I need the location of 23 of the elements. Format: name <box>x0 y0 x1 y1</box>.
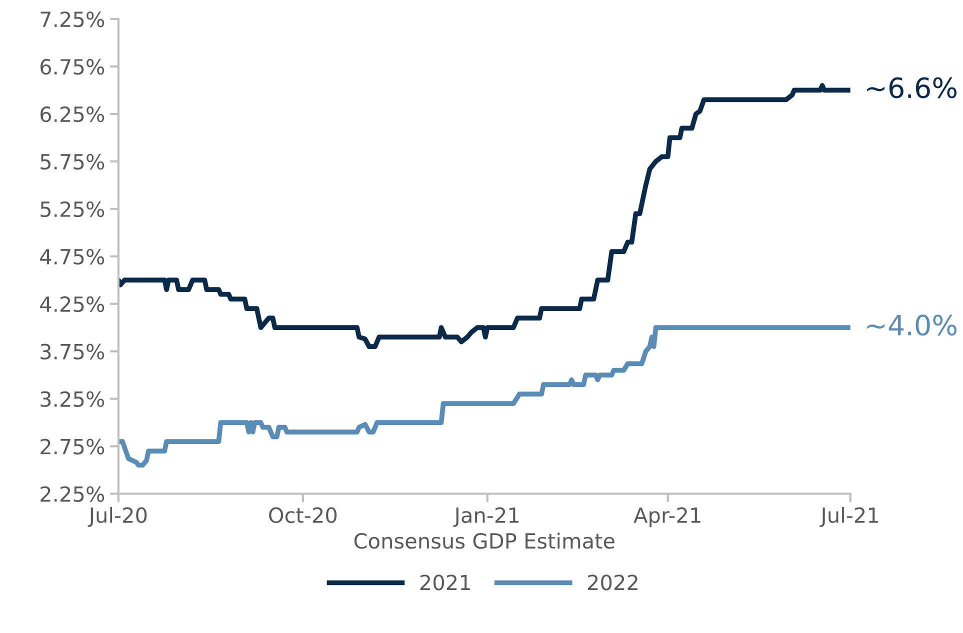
y-tick-label: 7.25% <box>40 11 104 28</box>
annotation: ~4.0% <box>867 314 957 336</box>
y-tick-label: 2.25% <box>40 486 104 502</box>
line-series <box>118 83 850 349</box>
y-tick-label: 3.25% <box>40 391 104 407</box>
y-tick-label: 5.25% <box>40 201 104 218</box>
legend-label: 2021 <box>420 574 470 590</box>
x-axis-title: Consensus GDP Estimate <box>354 532 614 549</box>
x-tick-label: Jan-21 <box>453 507 519 527</box>
y-tick-label: 4.25% <box>40 296 104 312</box>
legend-label: 2022 <box>588 574 638 590</box>
y-tick-label: 6.25% <box>40 106 104 122</box>
x-tick-label: Oct-20 <box>269 507 337 524</box>
x-tick-label: Jul-21 <box>820 506 878 527</box>
line-series <box>118 325 850 468</box>
y-tick-label: 4.75% <box>40 248 104 265</box>
y-tick-label: 6.75% <box>40 58 104 75</box>
y-tick-label: 2.75% <box>40 438 104 454</box>
y-tick-label: 5.75% <box>40 154 104 170</box>
y-tick-label: 3.75% <box>40 344 104 360</box>
annotation: ~6.6% <box>867 77 957 98</box>
x-tick-label: Jul-20 <box>88 506 147 527</box>
x-tick-label: Apr-21 <box>634 507 700 528</box>
